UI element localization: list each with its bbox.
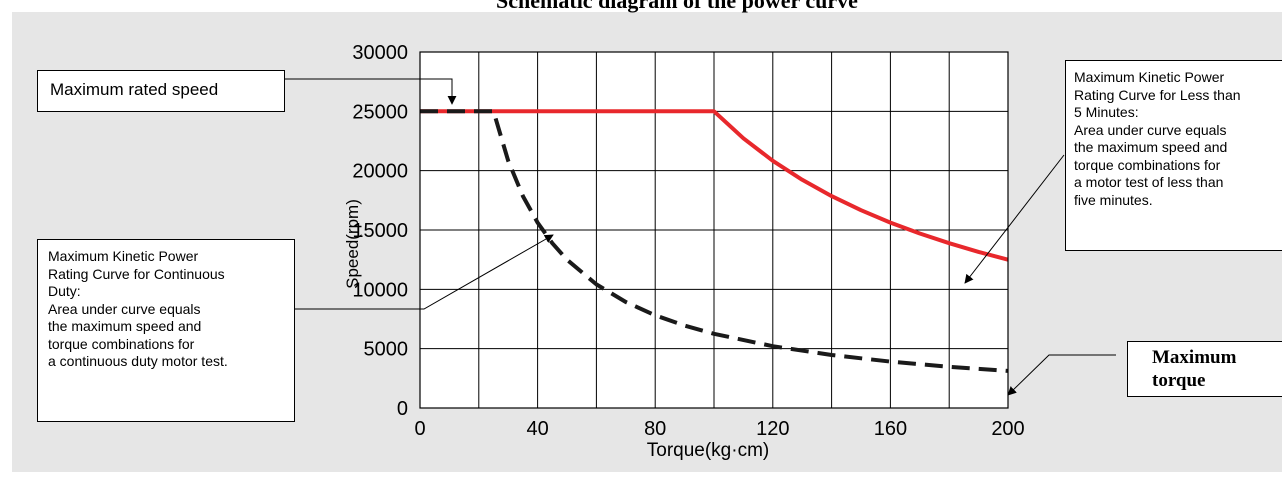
y-tick-label: 15000 [352,220,408,242]
callout-max-torque: Maximum torque [1127,341,1282,397]
callout-max-rated-speed: Maximum rated speed [37,70,285,112]
callout-text: Maximum rated speed [50,80,219,99]
leader-max-rated-speed [273,78,457,105]
callout-line: Rating Curve for Continuous [48,265,225,282]
y-tick-label: 25000 [352,101,408,123]
y-tick-label: 0 [397,398,408,420]
x-tick-label: 160 [874,418,907,440]
x-tick-label: 80 [644,418,666,440]
leader-five-minute-rating [964,154,1065,284]
x-axis-label: Torque(kg·cm) [647,440,769,461]
callout-line: five minutes. [1074,191,1153,208]
callout-line: Duty: [48,283,81,299]
callout-five-minute-rating: Maximum Kinetic Power Rating Curve for L… [1065,60,1282,251]
callout-line: Area under curve equals [1074,121,1227,138]
plot-frame [419,51,1009,409]
callout-line: 5 Minutes: [1074,104,1139,120]
y-axis-label: Speed(rpm) [343,199,362,289]
leader-lines [273,78,1116,396]
series-group [420,109,1009,373]
callout-line: torque combinations for [1074,156,1221,173]
leader-continuous-duty-rating [283,234,554,310]
axes: 0 40 80 120 160 200 0 5000 10000 15000 20000 25000 3… [352,42,1024,440]
callout-line: Maximum [1152,347,1237,368]
callout-line: a continuous duty motor test. [48,353,228,369]
callout-line: torque combinations for [48,335,195,352]
power-curve-chart: 0 40 80 120 160 200 0 5000 10000 15000 20000 25000 3… [273,42,1116,461]
callout-line: the maximum speed and [48,318,202,334]
x-tick-label: 0 [414,418,425,440]
y-tick-label: 10000 [352,279,408,301]
chart-title: Schematic diagram of the power curve [496,0,858,13]
chart-panel: 0 40 80 120 160 200 0 5000 10000 15000 20000 25000 3… [12,12,1282,472]
leader-max-torque [1007,354,1116,396]
series-line-continuous [420,109,1009,373]
callout-line: torque [1152,370,1206,391]
callout-line: Maximum Kinetic Power [1074,69,1225,85]
y-tick-label: 30000 [352,42,408,64]
callout-line: Rating Curve for Less than [1074,86,1241,103]
callout-line: the maximum speed and [1074,139,1228,155]
y-tick-label: 20000 [352,161,408,183]
callout-line: Maximum Kinetic Power [48,248,199,264]
callout-line: Area under curve equals [48,300,201,317]
y-tick-label: 5000 [364,339,409,361]
grid [420,52,1008,408]
callout-line: a motor test of less than [1074,174,1224,190]
x-tick-label: 120 [756,418,789,440]
x-tick-label: 40 [526,418,548,440]
x-tick-label: 200 [991,418,1024,440]
callout-continuous-duty-rating: Maximum Kinetic Power Rating Curve for C… [37,239,295,422]
series-line-five-minute [420,109,1009,262]
